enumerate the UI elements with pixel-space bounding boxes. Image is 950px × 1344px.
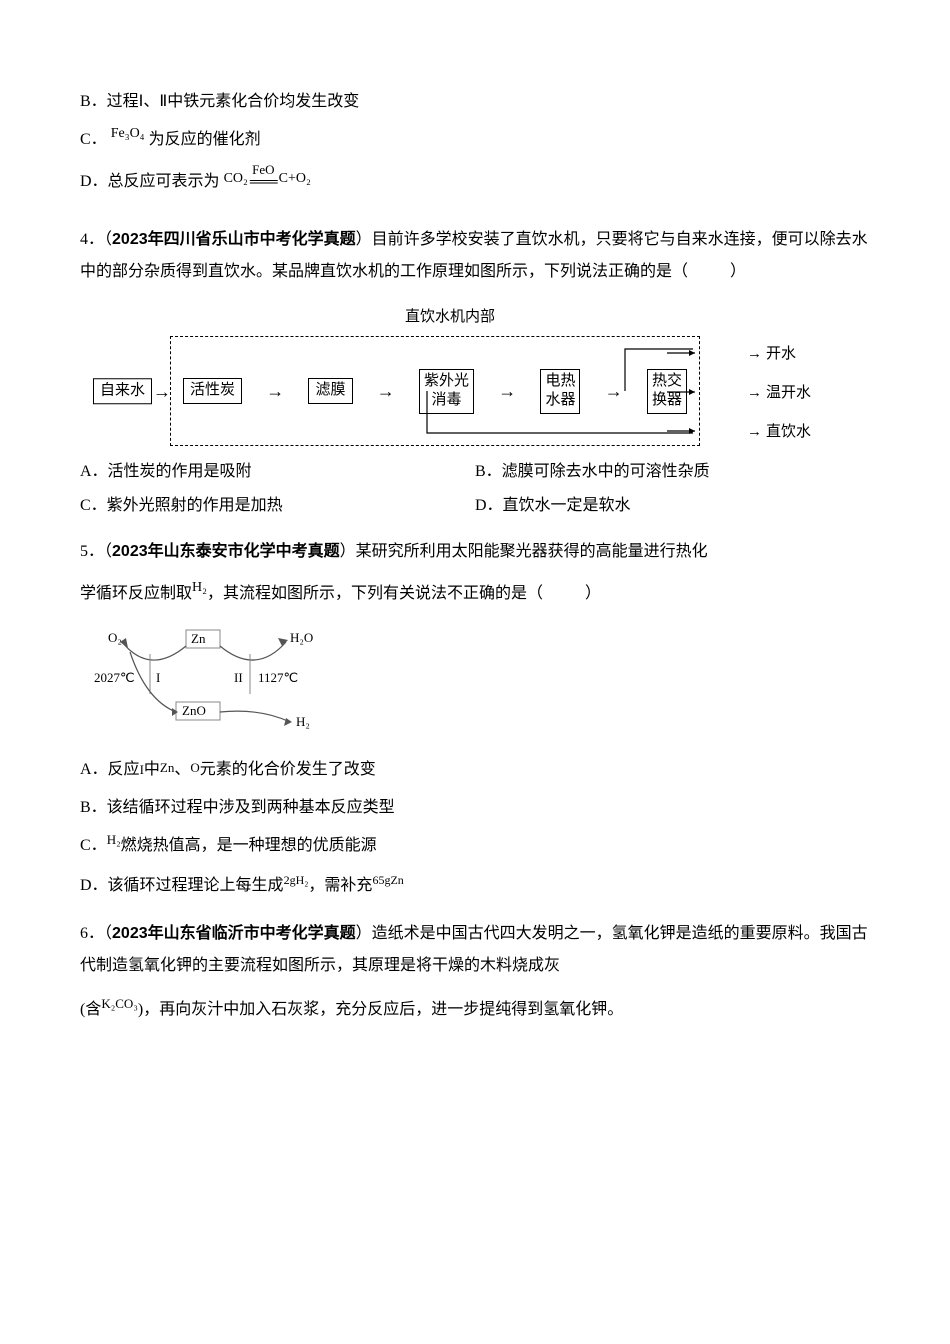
branch-svg	[667, 337, 707, 447]
q6-prefix: 6．（	[80, 925, 112, 942]
q4-close: ）	[730, 263, 746, 280]
q6-line2: (含K₂CO₃)，再向灰汁中加入石灰浆，充分反应后，进一步提纯得到氢氧化钾。	[80, 994, 870, 1026]
q6-bold: 2023年山东省临沂市中考化学真题	[112, 925, 356, 942]
q5-l1: ）某研究所利用太阳能聚光器获得的高能量进行热化	[340, 543, 708, 560]
c-b: H₂	[107, 827, 121, 853]
reaction-right: C+O₂	[279, 165, 311, 193]
q5-svg: O₂ H₂O Zn 2027℃ I II 1127℃ ZnO H₂	[90, 624, 330, 734]
node-3: 电热 水器	[540, 369, 580, 414]
arrow-icon: →	[266, 382, 284, 400]
reaction-left: CO₂	[224, 165, 248, 193]
node-in: 自来水	[93, 378, 152, 404]
a-f: O	[190, 755, 199, 781]
a-e: 、	[174, 761, 190, 778]
out-0-label: 开水	[766, 339, 796, 369]
q5-stem: 5．（2023年山东泰安市化学中考真题）某研究所利用太阳能聚光器获得的高能量进行…	[80, 536, 870, 568]
q5-opt-c: C．H₂燃烧热值高，是一种理想的优质能源	[80, 830, 870, 862]
q5-l2a: 学循环反应制取	[80, 585, 192, 602]
lbl-zn: Zn	[191, 631, 206, 646]
lbl-h2: H₂	[296, 714, 310, 729]
d-a: D．该循环过程理论上每生成	[80, 877, 284, 894]
fc1-dashed: 自来水 → 活性炭 → 滤膜 → 紫外光 消毒 → 电热 水器 → 热交 换器 …	[170, 336, 700, 446]
node-1: 滤膜	[308, 378, 352, 404]
out-1: →温开水	[747, 378, 811, 408]
k2co3: K₂CO₃	[101, 991, 138, 1017]
q5-prefix: 5．（	[80, 543, 112, 560]
c-a: C．	[80, 837, 107, 854]
a-b: I	[140, 757, 144, 783]
node-2: 紫外光 消毒	[419, 369, 474, 414]
opt-b: B．过程Ⅰ、Ⅱ中铁元素化合价均发生改变	[80, 86, 870, 118]
out-0: →开水	[747, 339, 811, 369]
lbl-i: I	[156, 670, 160, 685]
q5-diagram: O₂ H₂O Zn 2027℃ I II 1127℃ ZnO H₂	[90, 624, 870, 746]
q5-opt-a: A．反应I中Zn、O元素的化合价发生了改变	[80, 754, 870, 786]
arrow-icon: →	[605, 382, 623, 400]
a-a: A．反应	[80, 761, 140, 778]
lbl-t1: 2027℃	[94, 670, 135, 685]
a-c: 中	[144, 761, 160, 778]
a-d: Zn	[160, 755, 174, 781]
out-2-label: 直饮水	[766, 417, 811, 447]
q4-prefix: 4．（	[80, 231, 112, 248]
a-g: 元素的化合价发生了改变	[200, 761, 376, 778]
out-1-label: 温开水	[766, 378, 811, 408]
node-0: 活性炭	[183, 378, 242, 404]
reaction-eq: CO₂ FeO ═══ C+O₂	[224, 165, 311, 193]
reaction-over: FeO	[252, 163, 274, 176]
eq-sign: ═══	[250, 176, 277, 190]
opt-c-prefix: C．	[80, 131, 107, 148]
out-2: →直饮水	[747, 417, 811, 447]
q5-h2: H₂	[192, 574, 207, 602]
q5-close: ）	[585, 585, 601, 602]
lbl-ii: II	[234, 670, 243, 685]
fc1-left: 自来水 →	[93, 378, 172, 404]
opt-d: D．总反应可表示为 CO₂ FeO ═══ C+O₂	[80, 166, 870, 198]
q4-opts-row2: C．紫外光照射的作用是加热 D．直饮水一定是软水	[80, 490, 870, 522]
arrow-icon: →	[377, 382, 395, 400]
fc1-right: →开水 →温开水 →直饮水	[747, 337, 811, 449]
q6-l2a: (含	[80, 1001, 101, 1018]
q4-opt-c: C．紫外光照射的作用是加热	[80, 490, 475, 522]
q4-bold: 2023年四川省乐山市中考化学真题	[112, 231, 356, 248]
q5-bold: 2023年山东泰安市化学中考真题	[112, 543, 340, 560]
lbl-t2: 1127℃	[258, 670, 298, 685]
q6-stem: 6．（2023年山东省临沂市中考化学真题）造纸术是中国古代四大发明之一，氢氧化钾…	[80, 918, 870, 982]
opt-d-prefix: D．总反应可表示为	[80, 173, 220, 190]
q4-opts-row1: A．活性炭的作用是吸附 B．滤膜可除去水中的可溶性杂质	[80, 456, 870, 488]
lbl-o2: O₂	[108, 630, 122, 645]
fe3o4: Fe₃O₄	[111, 120, 145, 148]
lbl-h2o: H₂O	[290, 630, 313, 645]
q4-stem: 4．（2023年四川省乐山市中考化学真题）目前许多学校安装了直饮水机，只要将它与…	[80, 224, 870, 288]
arrow-icon: →	[153, 382, 171, 400]
q4-opt-b: B．滤膜可除去水中的可溶性杂质	[475, 456, 870, 488]
q5-opt-d: D．该循环过程理论上每生成2gH₂，需补充65gZn	[80, 870, 870, 902]
q4-opt-a: A．活性炭的作用是吸附	[80, 456, 475, 488]
q6-l2b: )，再向灰汁中加入石灰浆，充分反应后，进一步提纯得到氢氧化钾。	[138, 1001, 623, 1018]
opt-c: C． Fe₃O₄ 为反应的催化剂	[80, 124, 870, 156]
q4-flowchart: 直饮水机内部 自来水 → 活性炭 → 滤膜 → 紫外光 消毒 → 电热 水器 →…	[100, 302, 800, 446]
q5-l2b: ，其流程如图所示，下列有关说法不正确的是（	[207, 585, 543, 602]
d-d: 65gZn	[372, 868, 403, 892]
reaction-arrow: FeO ═══	[250, 163, 277, 190]
c-c: 燃烧热值高，是一种理想的优质能源	[121, 837, 377, 854]
q5-opt-b: B．该结循环过程中涉及到两种基本反应类型	[80, 792, 870, 824]
q5-stem2: 学循环反应制取H₂，其流程如图所示，下列有关说法不正确的是（）	[80, 578, 870, 610]
q4-opt-d: D．直饮水一定是软水	[475, 490, 870, 522]
arrow-icon: →	[498, 382, 516, 400]
fc1-title: 直饮水机内部	[170, 302, 730, 332]
opt-c-suffix: 为反应的催化剂	[149, 131, 261, 148]
lbl-zno: ZnO	[182, 703, 206, 718]
d-b: 2gH₂	[284, 868, 309, 892]
d-c: ，需补充	[308, 877, 372, 894]
